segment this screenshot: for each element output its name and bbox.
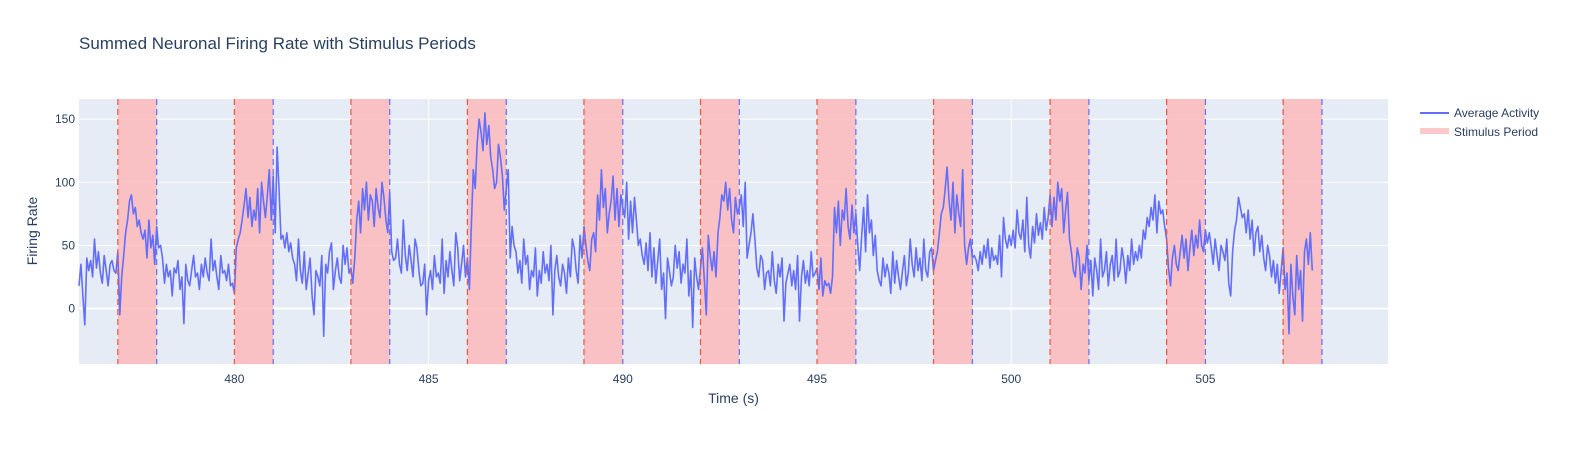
stimulus-period-1 [117,99,157,364]
y-tick-label-100: 100 [55,175,75,189]
x-tick-label-490: 490 [613,372,633,386]
y-tick-labels: 0 50 100 150 [55,112,75,315]
y-tick-label-150: 150 [55,112,75,126]
x-axis-title: Time (s) [708,390,759,406]
stimulus-period-5 [583,99,623,364]
legend-item-average-activity[interactable]: Average Activity [1420,106,1539,120]
x-tick-label-480: 480 [224,372,244,386]
y-tick-label-0: 0 [68,301,75,315]
chart-title: Summed Neuronal Firing Rate with Stimulu… [79,34,476,53]
x-tick-label-505: 505 [1195,372,1215,386]
legend-item-stimulus-period[interactable]: Stimulus Period [1420,125,1538,139]
activity-line-layer [78,112,1314,337]
x-tick-label-495: 495 [807,372,827,386]
legend[interactable]: Average Activity Stimulus Period [1420,106,1539,139]
stimulus-period-3 [350,99,390,364]
legend-label-average-activity: Average Activity [1454,106,1539,120]
x-tick-label-500: 500 [1001,372,1021,386]
legend-swatch-stimulus-period [1420,128,1449,134]
legend-label-stimulus-period: Stimulus Period [1454,125,1538,139]
average-activity-line [78,112,1314,337]
stimulus-boundary-lines [117,99,1323,364]
x-tick-labels: 480 485 490 495 500 505 [224,372,1215,386]
y-tick-label-50: 50 [62,238,76,252]
y-axis-title: Firing Rate [24,197,40,266]
x-tick-label-485: 485 [419,372,439,386]
